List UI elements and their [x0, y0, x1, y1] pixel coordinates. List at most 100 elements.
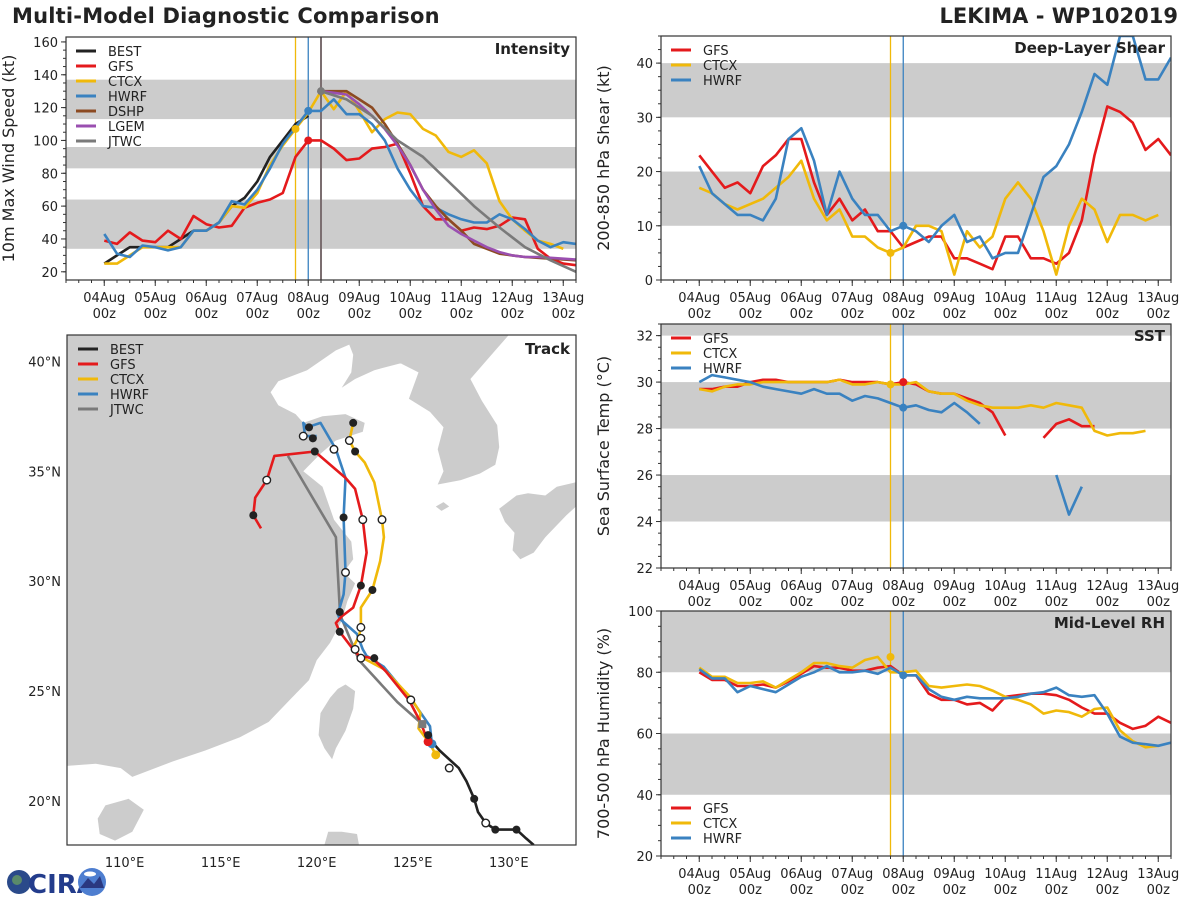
sst-panel: 22242628303204Aug00z05Aug00z06Aug00z07Au… [594, 323, 1179, 610]
track-position-open [481, 818, 491, 828]
track-position-open [262, 475, 272, 485]
y-tick-label: 20 [636, 166, 653, 181]
legend-ctcx-label: CTCX [108, 75, 142, 90]
y-tick-label: 20 [636, 850, 653, 865]
x-tick-label-day: 06Aug [780, 579, 822, 594]
legend-hwrf-label: HWRF [108, 90, 147, 105]
x-tick-label-day: 11Aug [440, 291, 482, 306]
x-tick-label-hour: 00z [943, 595, 967, 610]
intensity-panel: 2040608010012014016004Aug00z05Aug00z06Au… [0, 36, 584, 322]
shaded-band [661, 475, 1171, 522]
x-tick-label-hour: 00z [994, 595, 1018, 610]
lon-tick-label: 130°E [489, 856, 529, 871]
x-tick-label-hour: 00z [994, 883, 1018, 898]
x-tick-label-hour: 00z [790, 883, 814, 898]
y-tick-label: 160 [33, 36, 58, 51]
x-tick-label-day: 10Aug [389, 291, 431, 306]
y-tick-label: 60 [41, 200, 58, 215]
y-tick-label: 100 [628, 605, 653, 620]
y-tick-label: 40 [636, 789, 653, 804]
y-tick-label: 140 [33, 69, 58, 84]
x-tick-label-hour: 00z [943, 307, 967, 322]
y-tick-label: 100 [33, 134, 58, 149]
x-tick-label-hour: 00z [739, 595, 763, 610]
track-position-filled [305, 423, 314, 432]
y-tick-label: 80 [41, 167, 58, 182]
track-position-filled [470, 794, 479, 803]
land-china [67, 335, 365, 777]
y-tick-label: 40 [41, 233, 58, 248]
x-tick-label-hour: 00z [1147, 307, 1171, 322]
land-luzon [324, 831, 359, 845]
legend-gfs-label: GFS [110, 358, 136, 373]
y-axis-label: 10m Max Wind Speed (kt) [0, 55, 18, 263]
map-frame [66, 334, 577, 846]
track-gfs-line [252, 450, 430, 743]
x-tick-label-hour: 00z [348, 307, 372, 322]
x-tick-label-hour: 00z [1096, 595, 1120, 610]
x-tick-label-day: 11Aug [1035, 291, 1077, 306]
x-tick-label-day: 04Aug [678, 579, 720, 594]
legend-best-label: BEST [110, 343, 143, 358]
series-gfs-line [698, 664, 1171, 731]
x-tick-label-hour: 00z [688, 595, 712, 610]
track-position-filled [310, 447, 319, 456]
legend-hwrf-label: HWRF [703, 832, 742, 847]
track-position-filled [491, 825, 500, 834]
lat-tick-label: 35°N [28, 465, 61, 480]
x-tick-label-hour: 00z [195, 307, 219, 322]
x-tick-label-hour: 00z [501, 307, 525, 322]
axes-frame [660, 323, 1172, 569]
cira-logo-icon: CIRA [7, 868, 106, 898]
plot-area [661, 36, 1171, 280]
x-tick-label-hour: 00z [450, 307, 474, 322]
track-position-open [329, 444, 339, 454]
x-tick-label-day: 09Aug [933, 579, 975, 594]
hwrf-marker-point [899, 221, 908, 230]
track-position-filled [249, 511, 258, 520]
track-position-open [298, 431, 308, 441]
x-tick-label-day: 13Aug [542, 291, 584, 306]
x-tick-label-hour: 00z [246, 307, 270, 322]
x-tick-label-day: 11Aug [1035, 579, 1077, 594]
x-tick-label-hour: 00z [399, 307, 423, 322]
x-tick-label-day: 05Aug [729, 579, 771, 594]
series-gfs-line [1042, 417, 1095, 439]
land-korea [401, 335, 509, 485]
plot-area [66, 37, 576, 280]
y-axis-label: 700-500 hPa Humidity (%) [594, 628, 613, 839]
series-lgem-line [320, 89, 576, 261]
series-gfs-line [698, 105, 1171, 271]
track-position-filled [512, 825, 521, 834]
main-title: Multi-Model Diagnostic Comparison [12, 4, 440, 28]
y-tick-label: 30 [636, 111, 653, 126]
track-position-open [350, 644, 360, 654]
legend-gfs-label: GFS [703, 44, 729, 59]
x-tick-label-hour: 00z [841, 883, 865, 898]
series-ctcx-line [698, 159, 1159, 276]
panel-title: SST [1134, 327, 1166, 345]
x-tick-label-hour: 00z [739, 883, 763, 898]
x-tick-label-hour: 00z [790, 307, 814, 322]
x-tick-label-hour: 00z [739, 307, 763, 322]
x-tick-label-day: 11Aug [1035, 867, 1077, 882]
y-tick-label: 10 [636, 220, 653, 235]
track-position-open [356, 622, 366, 632]
track-position-open [406, 695, 416, 705]
x-tick-label-day: 04Aug [83, 291, 125, 306]
hwrf-marker-point [899, 403, 908, 412]
panel-title: Intensity [495, 40, 571, 58]
track-position-open [341, 567, 351, 577]
x-tick-label-hour: 00z [688, 307, 712, 322]
land-liaodong [341, 335, 576, 388]
rh-panel: 2040608010004Aug00z05Aug00z06Aug00z07Aug… [594, 605, 1179, 898]
x-tick-label-day: 04Aug [678, 291, 720, 306]
x-tick-label-day: 07Aug [236, 291, 278, 306]
x-tick-label-day: 13Aug [1137, 291, 1179, 306]
x-tick-label-hour: 00z [144, 307, 168, 322]
track-position-filled [349, 418, 358, 427]
panel-title: Track [525, 340, 571, 358]
y-axis-label: 200-850 hPa Shear (kt) [594, 65, 613, 251]
x-tick-label-day: 09Aug [933, 291, 975, 306]
map-area [67, 335, 576, 845]
